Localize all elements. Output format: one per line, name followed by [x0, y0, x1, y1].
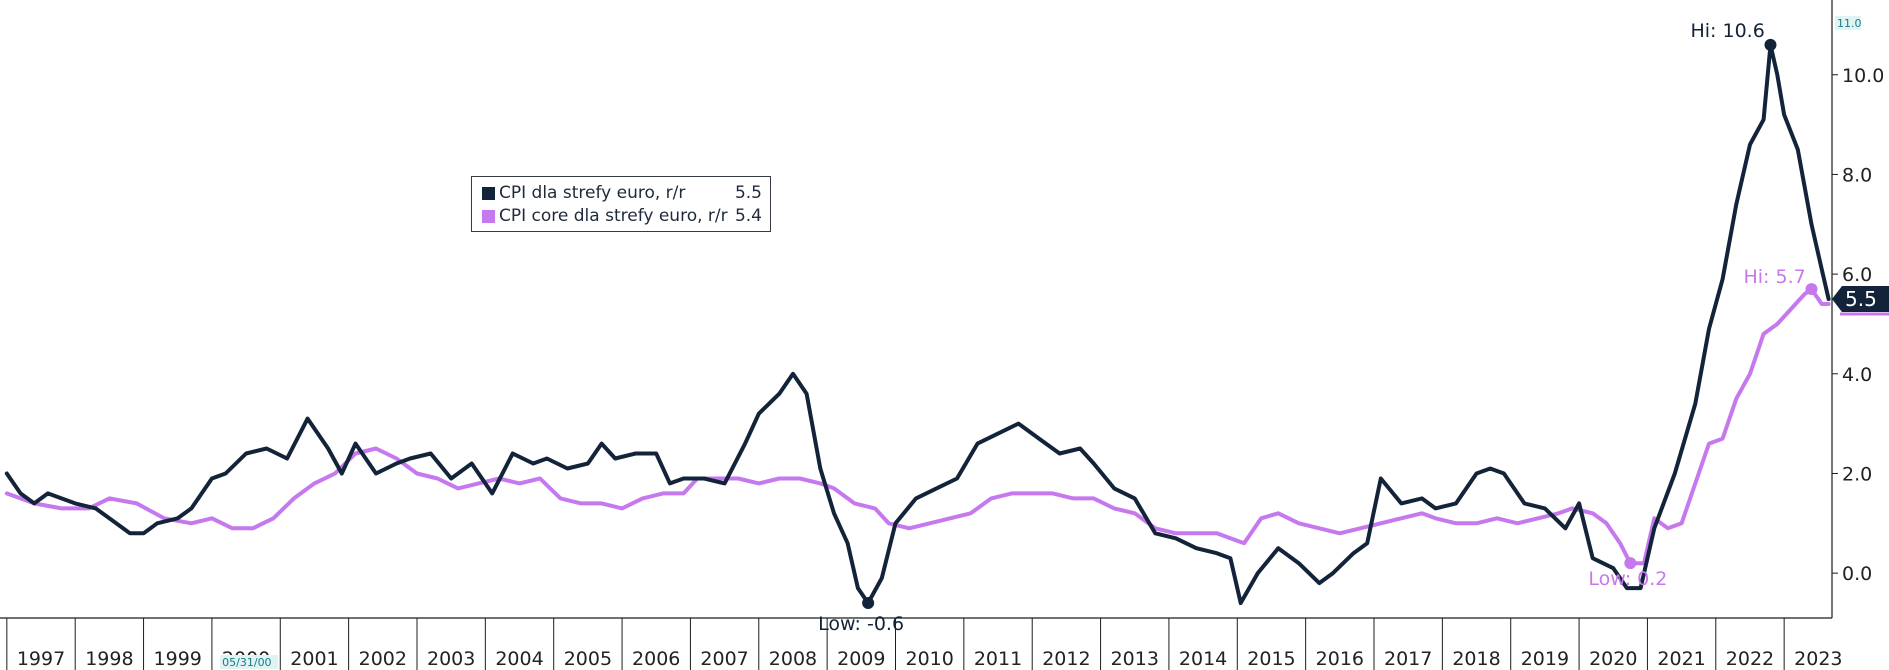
x-tick-label: 1997 — [17, 648, 65, 670]
x-tick-label: 2014 — [1179, 648, 1227, 670]
x-tick-label: 2012 — [1042, 648, 1090, 670]
y-axis: 0.0 2.0 4.0 6.0 8.0 10.0 11.0 — [1831, 0, 1884, 618]
y-tick-label: 4.0 — [1842, 364, 1872, 386]
annotation-label: Hi: 10.6 — [1690, 20, 1764, 42]
last-value-label: 5.5 — [1845, 287, 1877, 311]
annotation-marker — [862, 597, 875, 610]
x-tick-label: 1998 — [85, 648, 133, 670]
series-line-cpi — [4, 42, 1831, 605]
x-tick-label: 2010 — [905, 648, 953, 670]
legend-value-cpi-core: 5.4 — [734, 206, 762, 226]
y-tick-label: 2.0 — [1842, 463, 1872, 485]
last-value-layer: 5.5 — [1832, 286, 1889, 316]
legend: CPI dla strefy euro, r/r 5.5 CPI core dl… — [471, 176, 771, 232]
x-tick-label: 2019 — [1521, 648, 1569, 670]
y-top-tick-badge — [1835, 15, 1861, 30]
legend-label-cpi-core: CPI core dla strefy euro, r/r — [499, 206, 728, 226]
legend-item-cpi: CPI dla strefy euro, r/r 5.5 — [482, 182, 762, 205]
x-tick-label: 2022 — [1726, 648, 1774, 670]
x-hidden-label: 05/31/00 — [222, 656, 271, 669]
annotation-marker — [1805, 283, 1818, 296]
y-tick-label: 10.0 — [1842, 65, 1884, 87]
annotation-layer: Hi: 10.6 Low: -0.6 Hi: 5.7 Low: 0.2 — [818, 20, 1818, 635]
x-tick-label: 2011 — [974, 648, 1022, 670]
x-tick-label: 2018 — [1452, 648, 1500, 670]
x-tick-label: 2017 — [1384, 648, 1432, 670]
plot-background — [0, 0, 1832, 618]
x-tick-label: 2003 — [427, 648, 475, 670]
x-tick-label: 2020 — [1589, 648, 1637, 670]
x-tick-label: 1999 — [154, 648, 202, 670]
x-tick-label: 2007 — [700, 648, 748, 670]
x-tick-label: 2005 — [564, 648, 612, 670]
annotation-label: Low: 0.2 — [1588, 568, 1667, 590]
x-tick-label: 2001 — [290, 648, 338, 670]
annotation-marker — [1764, 38, 1777, 51]
annotation-label: Hi: 5.7 — [1743, 266, 1805, 288]
legend-swatch-cpi — [482, 187, 495, 200]
x-tick-label: 2021 — [1657, 648, 1705, 670]
x-hidden-label-badge — [220, 655, 279, 669]
y-tick-label: 6.0 — [1842, 264, 1872, 286]
x-tick-label: 2015 — [1247, 648, 1295, 670]
y-tick-label: 0.0 — [1842, 563, 1872, 585]
x-tick-label: 2009 — [837, 648, 885, 670]
x-tick-label: 2004 — [495, 648, 543, 670]
x-axis: 1997199819992000200120022003200420052006… — [0, 617, 1843, 670]
annotation-label: Low: -0.6 — [818, 613, 904, 635]
annotation-marker — [1624, 557, 1637, 570]
x-tick-label: 2023 — [1794, 648, 1842, 670]
x-tick-label: 2002 — [359, 648, 407, 670]
x-tick-label: 2008 — [769, 648, 817, 670]
x-tick-label: 2013 — [1111, 648, 1159, 670]
y-tick-label: 8.0 — [1842, 164, 1872, 186]
last-value-badge — [1832, 286, 1889, 313]
legend-item-cpi-core: CPI core dla strefy euro, r/r 5.4 — [482, 205, 762, 228]
legend-value-cpi: 5.5 — [734, 183, 762, 203]
x-tick-label: 2016 — [1316, 648, 1364, 670]
x-tick-label: 2006 — [632, 648, 680, 670]
legend-label-cpi: CPI dla strefy euro, r/r — [499, 183, 686, 203]
legend-swatch-cpi-core — [482, 210, 495, 223]
y-top-tick-label: 11.0 — [1837, 17, 1862, 30]
